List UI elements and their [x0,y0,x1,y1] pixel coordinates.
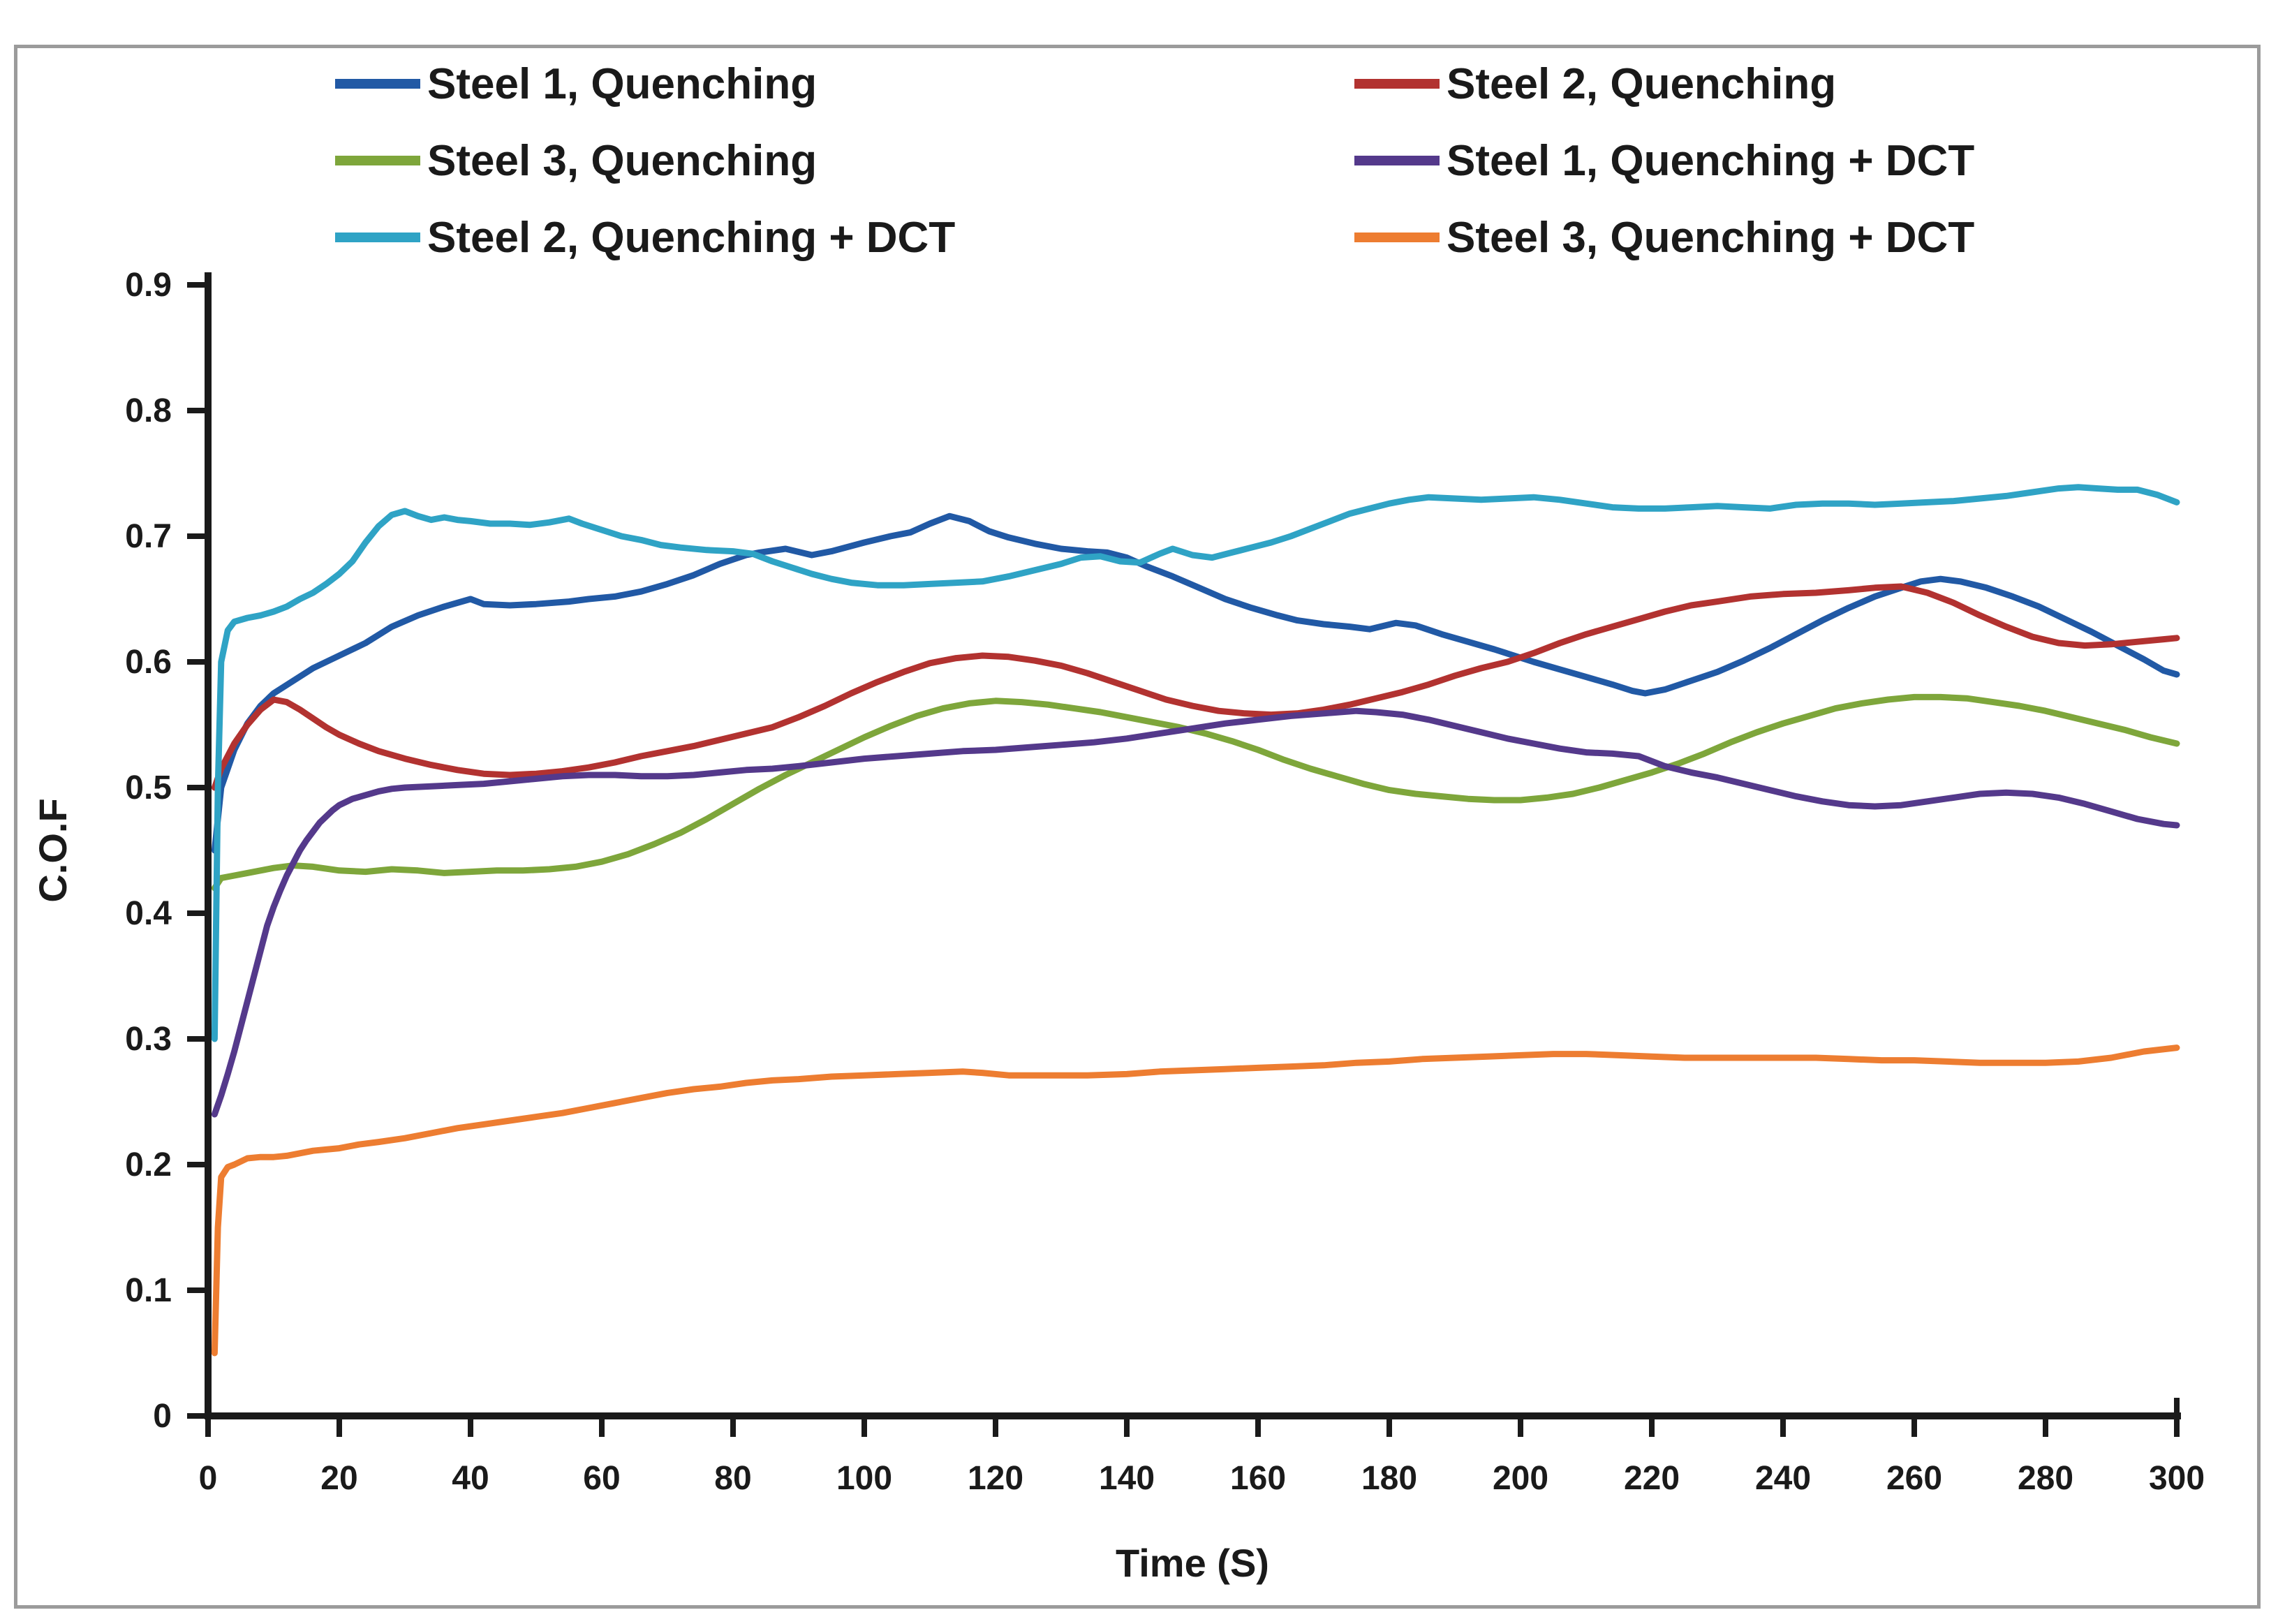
y-tick-label: 0.5 [125,769,172,806]
legend-item-label: Steel 1, Quenching [427,59,818,108]
legend-item-label: Steel 3, Quenching + DCT [1447,213,1975,262]
y-tick-label: 0.6 [125,644,172,681]
y-tick-label: 0.1 [125,1272,172,1309]
y-tick-label: 0.2 [125,1146,172,1183]
x-tick-label: 40 [452,1460,489,1497]
y-tick-label: 0 [153,1398,172,1435]
series-line [211,707,2180,1118]
x-tick-label: 220 [1624,1460,1680,1497]
legend-item: Steel 3, Quenching [335,130,955,191]
x-tick-label: 140 [1099,1460,1155,1497]
legend-swatch-icon [335,79,420,89]
x-tick-label: 300 [2149,1460,2205,1497]
y-tick-label: 0.3 [125,1021,172,1058]
x-tick-label: 240 [1755,1460,1811,1497]
series-line [211,512,2180,854]
legend-swatch-icon [335,156,420,165]
legend-item: Steel 2, Quenching + DCT [335,207,955,268]
x-tick-label: 280 [2018,1460,2073,1497]
x-tick-label: 80 [714,1460,751,1497]
legend-swatch-icon [335,232,420,242]
legend-swatch-icon [1354,79,1440,89]
x-tick-label: 0 [199,1460,218,1497]
x-tick-label: 120 [968,1460,1023,1497]
legend-item-label: Steel 2, Quenching + DCT [427,213,956,262]
legend-swatch-icon [1354,156,1440,165]
x-tick-label: 60 [583,1460,620,1497]
legend-item: Steel 3, Quenching + DCT [1354,207,1974,268]
legend-item: Steel 1, Quenching + DCT [1354,130,1974,191]
chart-legend-column-1: Steel 1, Quenching Steel 3, Quenching Stee… [335,53,955,268]
legend-item: Steel 2, Quenching [1354,53,1974,115]
x-tick-label: 260 [1886,1460,1942,1497]
x-axis-title: Time (S) [1116,1541,1269,1585]
x-tick-label: 180 [1361,1460,1417,1497]
chart-legend-column-2: Steel 2, Quenching Steel 1, Quenching + D… [1354,53,1974,268]
series-line [211,693,2180,892]
legend-item-label: Steel 3, Quenching [427,136,818,185]
y-axis-title: C.O.F [31,798,75,902]
legend-item-label: Steel 2, Quenching [1447,59,1837,108]
y-tick-label: 0.4 [125,895,172,932]
y-tick-label: 0.9 [125,267,172,304]
x-tick-label: 200 [1493,1460,1548,1497]
series-line [211,583,2180,791]
legend-swatch-icon [1354,232,1440,242]
y-tick-label: 0.7 [125,518,172,555]
x-tick-label: 20 [320,1460,357,1497]
x-tick-label: 160 [1230,1460,1286,1497]
series-line [211,1044,2180,1357]
figure-border [14,45,2261,1609]
series-line [211,484,2180,1042]
y-tick-label: 0.8 [125,392,172,429]
x-tick-label: 100 [836,1460,892,1497]
legend-item-label: Steel 1, Quenching + DCT [1447,136,1975,185]
legend-item: Steel 1, Quenching [335,53,955,115]
